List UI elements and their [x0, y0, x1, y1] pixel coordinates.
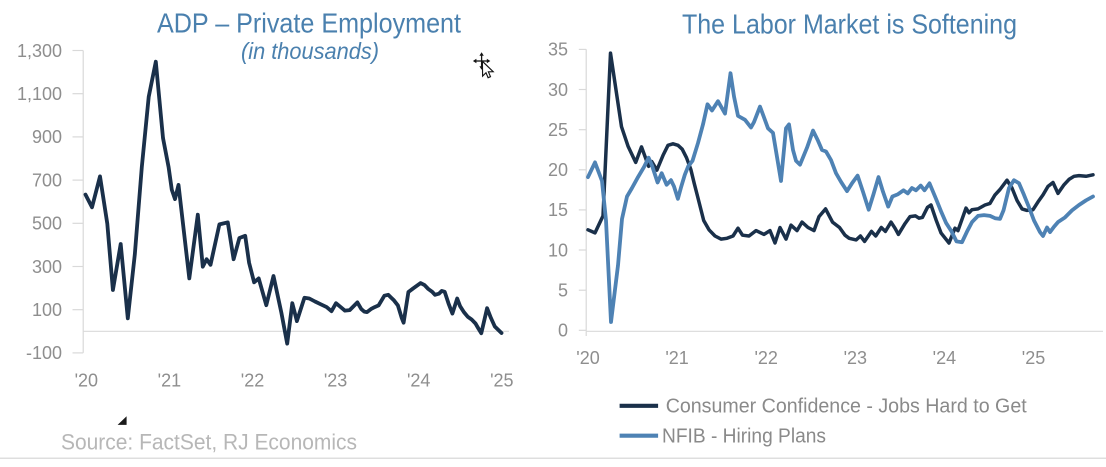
- svg-text:'24: '24: [407, 371, 430, 391]
- svg-text:'23: '23: [324, 371, 347, 391]
- svg-text:300: 300: [32, 257, 62, 277]
- svg-text:Consumer Confidence - Jobs Har: Consumer Confidence - Jobs Hard to Get: [666, 396, 1027, 418]
- svg-text:20: 20: [548, 160, 568, 180]
- svg-text:'24: '24: [933, 348, 956, 368]
- svg-text:15: 15: [548, 200, 568, 220]
- svg-text:'21: '21: [665, 348, 688, 368]
- svg-text:ADP – Private Employment: ADP – Private Employment: [157, 8, 461, 39]
- svg-text:700: 700: [32, 170, 62, 190]
- svg-text:1,300: 1,300: [17, 41, 62, 61]
- svg-text:NFIB - Hiring Plans: NFIB - Hiring Plans: [662, 426, 826, 448]
- svg-text:The Labor Market is Softening: The Labor Market is Softening: [682, 9, 1017, 40]
- svg-text:30: 30: [548, 80, 568, 100]
- svg-text:900: 900: [32, 127, 62, 147]
- svg-text:Source: FactSet, RJ Economics: Source: FactSet, RJ Economics: [61, 430, 357, 455]
- svg-text:'23: '23: [844, 348, 867, 368]
- svg-text:-100: -100: [26, 343, 62, 363]
- svg-text:5: 5: [558, 281, 568, 301]
- svg-text:'20: '20: [75, 371, 98, 391]
- svg-text:'21: '21: [158, 371, 181, 391]
- svg-text:0: 0: [558, 321, 568, 341]
- svg-text:'22: '22: [241, 371, 264, 391]
- svg-text:35: 35: [548, 40, 568, 60]
- svg-text:100: 100: [32, 300, 62, 320]
- svg-text:10: 10: [548, 240, 568, 260]
- svg-text:500: 500: [32, 214, 62, 234]
- svg-text:25: 25: [548, 120, 568, 140]
- svg-text:'22: '22: [754, 348, 777, 368]
- svg-text:'25: '25: [490, 371, 513, 391]
- svg-text:(in thousands): (in thousands): [241, 38, 379, 64]
- svg-text:'25: '25: [1022, 348, 1045, 368]
- svg-text:'20: '20: [576, 348, 599, 368]
- svg-text:1,100: 1,100: [17, 84, 62, 104]
